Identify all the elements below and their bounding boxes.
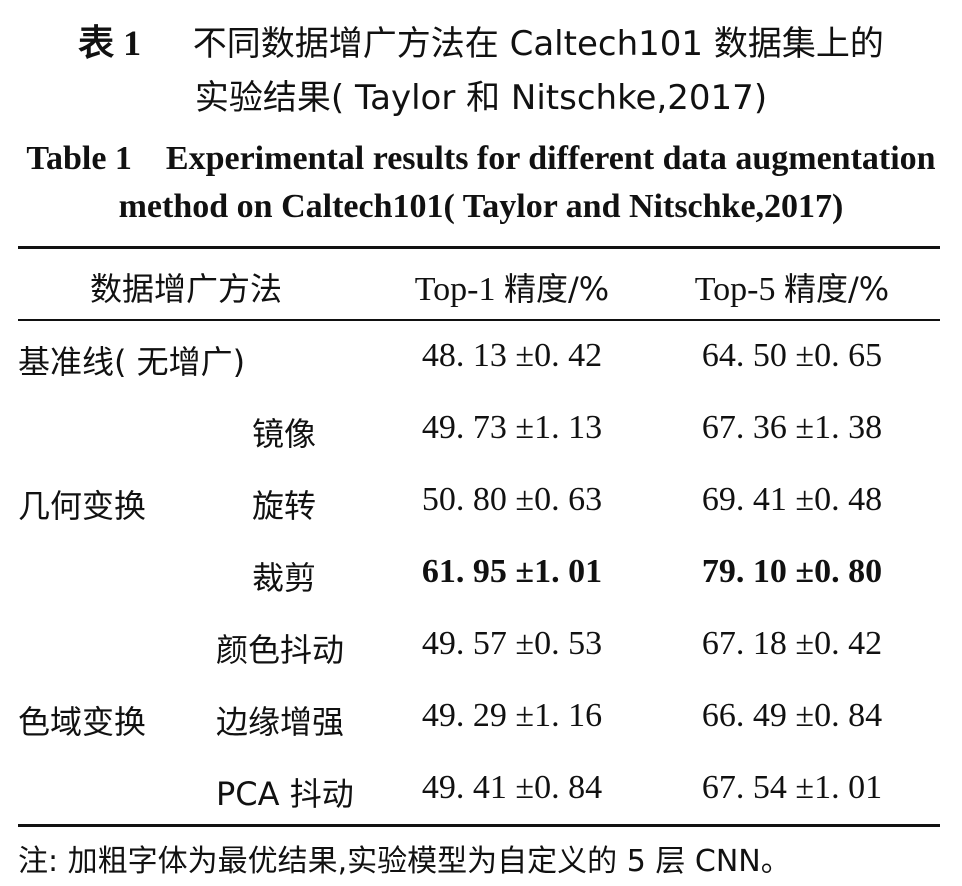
row-2-top1: 50. 80 ±0. 63 [421,481,603,518]
row-1-top5: 67. 36 ±1. 38 [701,409,883,446]
caption-cn-line2: 实验结果( Taylor 和 Nitschke,2017) [194,78,768,118]
caption-cn-text: 不同数据增广方法在 Caltech101 数据集上的 [192,24,884,64]
row-4-method: 颜色抖动 [216,631,345,669]
row-2-group: 几何变换 [18,487,147,525]
row-5-top5: 66. 49 ±0. 84 [701,697,883,734]
header-top5: Top-5 精度/% [642,264,942,310]
header-top1: Top-1 精度/% [362,264,662,310]
row-5-top1: 49. 29 ±1. 16 [421,697,603,734]
row-0-top1: 48. 13 ±0. 42 [421,337,603,374]
row-2-method: 旋转 [252,487,317,525]
row-2-top5: 69. 41 ±0. 48 [701,481,883,518]
table-top-rule [18,246,940,249]
caption-en-line1: Table 1 Experimental results for differe… [26,140,936,177]
caption-cn-line1: 表 1 不同数据增广方法在 Caltech101 数据集上的 [0,14,962,66]
caption-en-line2: method on Caltech101( Taylor and Nitschk… [118,188,844,225]
row-0-top5: 64. 50 ±0. 65 [701,337,883,374]
header-top5-suffix: 精度/% [784,270,890,308]
row-4-top5: 67. 18 ±0. 42 [701,625,883,662]
row-5-method: 边缘增强 [216,703,345,741]
table-bottom-rule [18,824,940,827]
table-header-rule [18,319,940,321]
row-3-top5: 79. 10 ±0. 80 [701,553,883,590]
row-6-top5: 67. 54 ±1. 01 [701,769,883,806]
row-5-group: 色域变换 [18,703,147,741]
table-note: 注: 加粗字体为最优结果,实验模型为自定义的 5 层 CNN。 [18,844,791,879]
header-top5-prefix: Top-5 [694,271,784,308]
row-6-method: PCA 抖动 [216,775,354,813]
row-1-method: 镜像 [252,415,317,453]
row-3-top1: 61. 95 ±1. 01 [421,553,603,590]
row-3-method: 裁剪 [252,559,317,597]
header-top1-prefix: Top-1 [414,271,504,308]
header-method: 数据增广方法 [90,270,283,308]
row-1-top1: 49. 73 ±1. 13 [421,409,603,446]
row-0-group: 基准线( 无增广) [18,343,246,381]
caption-table-number: 表 1 [78,23,142,63]
row-4-top1: 49. 57 ±0. 53 [421,625,603,662]
header-top1-suffix: 精度/% [504,270,610,308]
row-6-top1: 49. 41 ±0. 84 [421,769,603,806]
